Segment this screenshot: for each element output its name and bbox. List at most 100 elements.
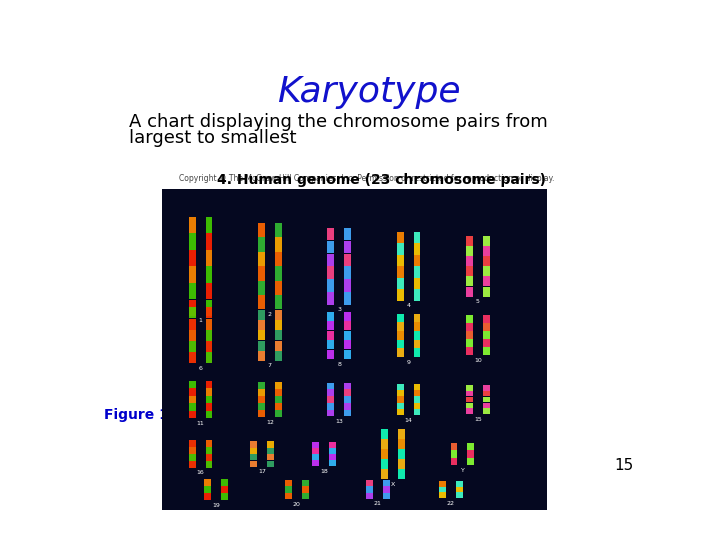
FancyBboxPatch shape [413, 403, 420, 409]
FancyBboxPatch shape [397, 348, 403, 357]
FancyBboxPatch shape [397, 396, 403, 403]
FancyBboxPatch shape [397, 384, 403, 390]
Text: largest to smallest: largest to smallest [129, 129, 297, 147]
FancyBboxPatch shape [328, 266, 334, 279]
Text: 15: 15 [474, 417, 482, 422]
FancyBboxPatch shape [344, 396, 351, 403]
FancyBboxPatch shape [312, 448, 319, 454]
FancyBboxPatch shape [439, 487, 446, 492]
FancyBboxPatch shape [258, 223, 265, 237]
FancyBboxPatch shape [302, 486, 309, 492]
FancyBboxPatch shape [275, 238, 282, 252]
FancyBboxPatch shape [483, 396, 490, 402]
FancyBboxPatch shape [381, 459, 388, 469]
Text: 13: 13 [336, 419, 343, 424]
FancyBboxPatch shape [267, 448, 274, 454]
FancyBboxPatch shape [205, 266, 212, 283]
FancyBboxPatch shape [258, 389, 265, 396]
FancyBboxPatch shape [328, 241, 334, 253]
FancyBboxPatch shape [344, 410, 351, 416]
FancyBboxPatch shape [258, 266, 265, 281]
FancyBboxPatch shape [366, 492, 373, 499]
FancyBboxPatch shape [366, 487, 373, 492]
FancyBboxPatch shape [451, 458, 457, 465]
FancyBboxPatch shape [205, 403, 212, 411]
FancyBboxPatch shape [189, 341, 196, 352]
FancyBboxPatch shape [258, 281, 265, 295]
FancyBboxPatch shape [205, 307, 212, 318]
FancyBboxPatch shape [328, 403, 334, 409]
FancyBboxPatch shape [258, 382, 265, 389]
FancyBboxPatch shape [483, 408, 490, 414]
FancyBboxPatch shape [267, 441, 274, 448]
FancyBboxPatch shape [205, 461, 212, 468]
FancyBboxPatch shape [383, 492, 390, 499]
FancyBboxPatch shape [344, 403, 351, 409]
FancyBboxPatch shape [258, 410, 265, 417]
Text: Karyotype: Karyotype [277, 75, 461, 109]
FancyBboxPatch shape [189, 461, 196, 468]
FancyBboxPatch shape [189, 388, 196, 396]
FancyBboxPatch shape [466, 402, 473, 408]
Text: 1: 1 [199, 319, 202, 323]
Text: 14: 14 [405, 418, 413, 423]
FancyBboxPatch shape [329, 448, 336, 454]
FancyBboxPatch shape [344, 228, 351, 240]
FancyBboxPatch shape [466, 396, 473, 402]
FancyBboxPatch shape [397, 255, 403, 266]
FancyBboxPatch shape [413, 289, 420, 301]
FancyBboxPatch shape [204, 493, 211, 500]
FancyBboxPatch shape [328, 330, 334, 340]
FancyBboxPatch shape [204, 486, 211, 493]
FancyBboxPatch shape [221, 486, 228, 493]
FancyBboxPatch shape [413, 384, 420, 390]
Text: 8: 8 [337, 362, 341, 367]
FancyBboxPatch shape [398, 469, 405, 479]
FancyBboxPatch shape [329, 460, 336, 466]
FancyBboxPatch shape [483, 402, 490, 408]
FancyBboxPatch shape [466, 408, 473, 414]
FancyBboxPatch shape [381, 440, 388, 449]
FancyBboxPatch shape [483, 256, 490, 266]
FancyBboxPatch shape [205, 341, 212, 352]
FancyBboxPatch shape [189, 217, 196, 233]
FancyBboxPatch shape [398, 440, 405, 449]
FancyBboxPatch shape [413, 266, 420, 278]
Text: 12: 12 [266, 420, 274, 425]
FancyBboxPatch shape [344, 279, 351, 292]
FancyBboxPatch shape [413, 390, 420, 396]
FancyBboxPatch shape [344, 312, 351, 321]
FancyBboxPatch shape [205, 441, 212, 447]
FancyBboxPatch shape [328, 340, 334, 349]
FancyBboxPatch shape [467, 443, 474, 450]
FancyBboxPatch shape [285, 486, 292, 492]
FancyBboxPatch shape [189, 411, 196, 418]
FancyBboxPatch shape [221, 479, 228, 486]
Text: 17: 17 [258, 469, 266, 475]
FancyBboxPatch shape [251, 448, 257, 454]
FancyBboxPatch shape [483, 323, 490, 331]
Text: 19: 19 [212, 503, 220, 508]
FancyBboxPatch shape [483, 385, 490, 390]
FancyBboxPatch shape [205, 330, 212, 341]
FancyBboxPatch shape [466, 347, 473, 355]
FancyBboxPatch shape [312, 460, 319, 466]
FancyBboxPatch shape [258, 396, 265, 403]
FancyBboxPatch shape [205, 300, 212, 316]
FancyBboxPatch shape [456, 487, 463, 492]
FancyBboxPatch shape [275, 351, 282, 361]
Text: 2: 2 [268, 312, 272, 317]
FancyBboxPatch shape [189, 283, 196, 299]
FancyBboxPatch shape [413, 409, 420, 415]
FancyBboxPatch shape [205, 250, 212, 266]
FancyBboxPatch shape [466, 385, 473, 390]
FancyBboxPatch shape [189, 352, 196, 363]
FancyBboxPatch shape [328, 228, 334, 240]
FancyBboxPatch shape [466, 391, 473, 396]
Text: Figure 1.2: Figure 1.2 [104, 408, 184, 422]
FancyBboxPatch shape [221, 493, 228, 500]
FancyBboxPatch shape [275, 396, 282, 403]
FancyBboxPatch shape [258, 238, 265, 252]
Text: 18: 18 [320, 469, 328, 474]
FancyBboxPatch shape [189, 447, 196, 454]
